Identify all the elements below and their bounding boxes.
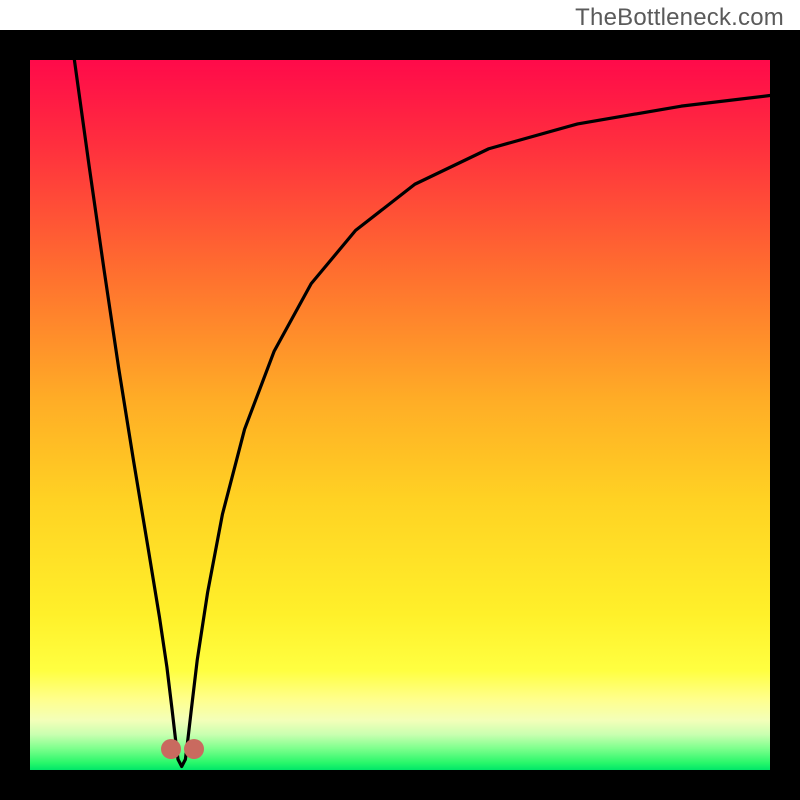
plot-area <box>30 60 770 770</box>
valley-marker-1 <box>161 739 181 759</box>
watermark-text: TheBottleneck.com <box>575 4 784 32</box>
valley-marker-2 <box>184 739 204 759</box>
bottleneck-curve <box>74 60 770 766</box>
chart-svg <box>30 60 770 770</box>
chart-frame <box>0 30 800 800</box>
figure: { "canvas": { "width": 800, "height": 80… <box>0 0 800 800</box>
